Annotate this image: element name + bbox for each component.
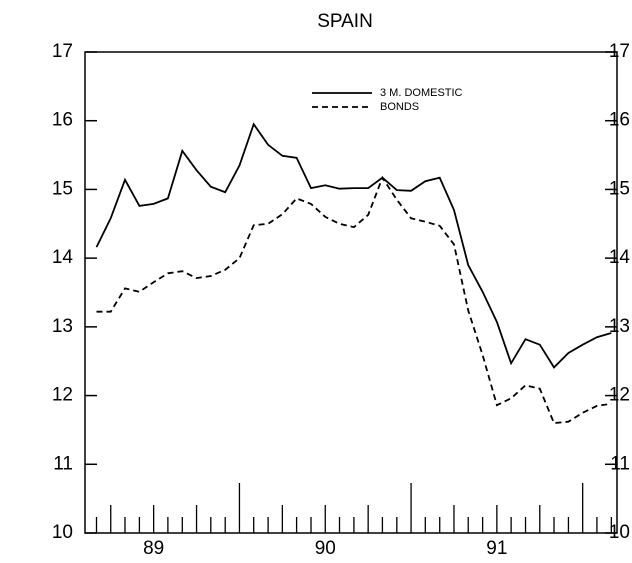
y-tick-label: 14 [52, 247, 74, 268]
y-tick-label: 10 [52, 522, 73, 543]
x-tick-label: 90 [315, 538, 336, 559]
y2-tick-label: 11 [610, 453, 630, 474]
y-tick-label: 11 [53, 453, 73, 474]
y2-tick-label: 15 [609, 178, 630, 199]
y-tick-label: 16 [52, 110, 73, 131]
series-line [96, 175, 612, 425]
y2-tick-label: 14 [609, 247, 631, 268]
y2-tick-label: 16 [609, 110, 630, 131]
y-tick-label: 15 [52, 178, 73, 199]
y-tick-label: 13 [52, 316, 73, 337]
y2-tick-label: 17 [609, 41, 630, 62]
y-tick-label: 17 [52, 41, 73, 62]
y-tick-label: 12 [52, 385, 73, 406]
y2-tick-label: 13 [609, 316, 630, 337]
y2-tick-label: 10 [609, 522, 630, 543]
x-tick-label: 91 [486, 538, 507, 559]
x-tick-label: 89 [143, 538, 164, 559]
chart-title: SPAIN [317, 11, 373, 32]
legend-label: BONDS [380, 101, 419, 113]
legend-label: 3 M. DOMESTIC [380, 87, 463, 99]
plot-frame [84, 51, 618, 534]
series-line [95, 122, 612, 369]
y2-tick-label: 12 [609, 385, 630, 406]
